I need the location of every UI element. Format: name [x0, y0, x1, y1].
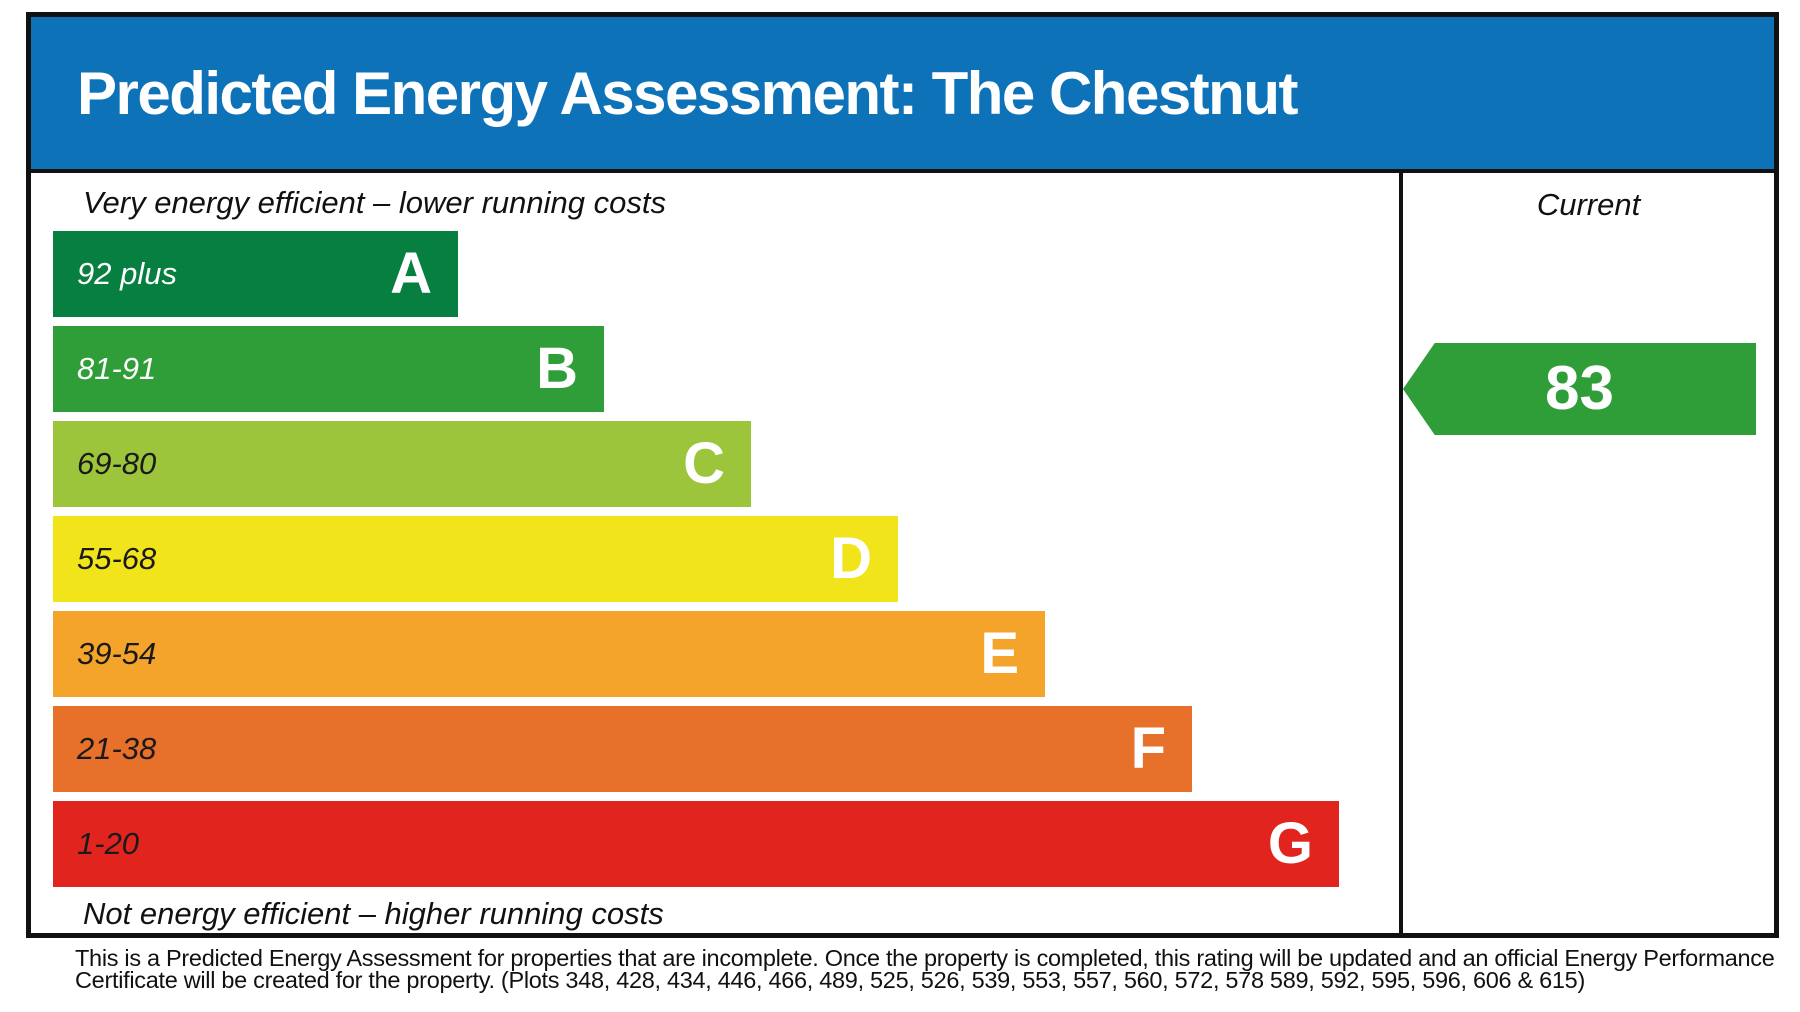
current-column-header: Current: [1536, 187, 1641, 222]
band-d-range: 55-68: [77, 541, 157, 576]
band-b-range: 81-91: [77, 351, 157, 386]
band-a: 92 plus A: [53, 231, 458, 317]
band-e-letter: E: [980, 621, 1019, 686]
certificate-body: Very energy efficient – lower running co…: [31, 173, 1774, 933]
energy-assessment-certificate: Predicted Energy Assessment: The Chestnu…: [26, 12, 1779, 938]
certificate-header: Predicted Energy Assessment: The Chestnu…: [31, 17, 1774, 173]
band-c-range: 69-80: [77, 446, 157, 481]
footer-line-1: This is a Predicted Energy Assessment fo…: [75, 945, 1775, 971]
band-d-letter: D: [830, 526, 872, 591]
footer-note: This is a Predicted Energy Assessment fo…: [75, 945, 1775, 993]
band-e-range: 39-54: [77, 636, 157, 671]
band-e: 39-54 E: [53, 611, 1045, 697]
current-rating-column: Current 83: [1399, 173, 1774, 933]
band-g-range: 1-20: [77, 826, 140, 861]
current-rating-value: 83: [1545, 354, 1614, 423]
band-d: 55-68 D: [53, 516, 898, 602]
footer-line-2: Certificate will be created for the prop…: [75, 966, 1585, 993]
band-a-range: 92 plus: [77, 256, 177, 291]
band-g: 1-20 G: [53, 801, 1339, 887]
band-c-letter: C: [683, 431, 725, 496]
band-b-letter: B: [536, 336, 578, 401]
band-c: 69-80 C: [53, 421, 751, 507]
band-f: 21-38 F: [53, 706, 1192, 792]
band-g-letter: G: [1267, 811, 1313, 876]
band-f-letter: F: [1130, 716, 1166, 781]
rating-bands: 92 plus A 81-91 B 69-80 C 55-68 D 39-54: [53, 231, 1399, 887]
band-f-range: 21-38: [77, 731, 157, 766]
band-a-letter: A: [390, 241, 432, 306]
band-b: 81-91 B: [53, 326, 604, 412]
page-title: Predicted Energy Assessment: The Chestnu…: [77, 59, 1298, 127]
efficiency-chart: Very energy efficient – lower running co…: [31, 173, 1399, 933]
top-caption: Very energy efficient – lower running co…: [83, 185, 666, 220]
current-rating-arrow: 83: [1403, 343, 1756, 435]
bottom-caption: Not energy efficient – higher running co…: [83, 896, 664, 931]
